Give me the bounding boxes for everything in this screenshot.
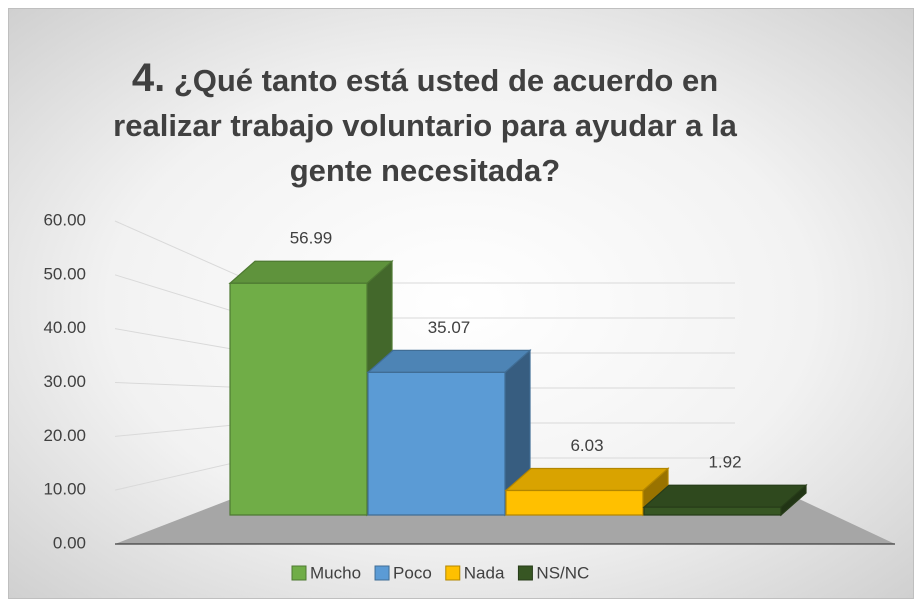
- chart-title: 4. ¿Qué tanto está usted de acuerdo en r…: [85, 56, 765, 193]
- legend-label: Mucho: [310, 563, 361, 582]
- y-tick-label: 40.00: [43, 318, 86, 337]
- bar: [504, 467, 670, 517]
- bar-front: [367, 371, 506, 516]
- data-label: 6.03: [570, 436, 603, 455]
- bar-front: [505, 489, 644, 516]
- bar-top: [504, 467, 670, 492]
- y-tick-label: 10.00: [43, 480, 86, 499]
- y-tick-label: 0.00: [53, 533, 86, 552]
- bar-front: [643, 506, 782, 516]
- grid-line: [114, 220, 256, 284]
- legend-label: Poco: [393, 563, 432, 582]
- legend-swatch: [291, 565, 307, 581]
- bar-top: [228, 260, 394, 284]
- legend-swatch: [445, 565, 461, 581]
- y-tick-label: 60.00: [43, 210, 86, 229]
- y-tick-label: 50.00: [43, 264, 86, 283]
- y-tick-label: 20.00: [43, 426, 86, 445]
- bar-top: [642, 484, 808, 508]
- legend-swatch: [517, 565, 533, 581]
- title-number: 4.: [131, 56, 166, 100]
- legend-swatch: [374, 565, 390, 581]
- bar-top: [366, 349, 532, 373]
- data-label: 35.07: [428, 318, 471, 337]
- legend-label: Nada: [464, 563, 505, 582]
- data-label: 56.99: [290, 229, 333, 248]
- y-tick-label: 30.00: [43, 372, 86, 391]
- legend-label: NS/NC: [536, 563, 589, 582]
- bar: [366, 349, 532, 517]
- title-text: ¿Qué tanto está usted de acuerdo en real…: [113, 63, 737, 188]
- data-label: 1.92: [708, 453, 741, 472]
- bar-front: [229, 282, 368, 516]
- bar: [642, 483, 808, 517]
